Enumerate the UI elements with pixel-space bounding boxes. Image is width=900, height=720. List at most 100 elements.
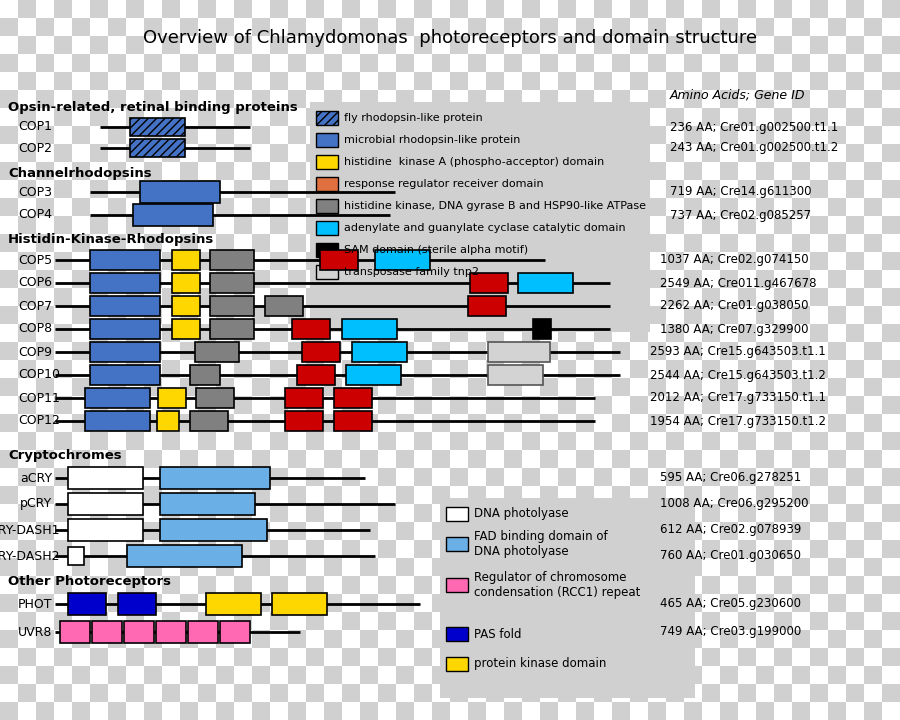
Bar (126, 540, 144, 558)
Bar (432, 504, 450, 522)
Bar (252, 216, 270, 234)
Bar (648, 198, 666, 216)
Bar (234, 630, 252, 648)
Bar (90, 126, 108, 144)
Bar (378, 432, 396, 450)
Bar (36, 18, 54, 36)
Bar (486, 288, 504, 306)
Bar (126, 270, 144, 288)
Bar (144, 144, 162, 162)
Bar (446, 507, 468, 521)
Bar (216, 324, 234, 342)
Bar (378, 360, 396, 378)
Bar (396, 360, 414, 378)
Bar (450, 108, 468, 126)
Bar (18, 612, 36, 630)
Bar (828, 630, 846, 648)
Bar (558, 702, 576, 720)
Bar (234, 126, 252, 144)
Bar (666, 360, 684, 378)
Bar (828, 684, 846, 702)
Text: PAS fold: PAS fold (474, 628, 521, 641)
Bar (720, 270, 738, 288)
Bar (540, 450, 558, 468)
Bar (810, 594, 828, 612)
Bar (414, 108, 432, 126)
Bar (594, 180, 612, 198)
Bar (432, 468, 450, 486)
Bar (684, 108, 702, 126)
Bar (720, 252, 738, 270)
Text: 2549 AA; Cre011.g467678: 2549 AA; Cre011.g467678 (660, 276, 816, 289)
Bar (630, 0, 648, 18)
Bar (126, 198, 144, 216)
Bar (90, 90, 108, 108)
Bar (504, 198, 522, 216)
Bar (612, 558, 630, 576)
Bar (306, 558, 324, 576)
Bar (180, 36, 198, 54)
Bar (432, 342, 450, 360)
Bar (90, 540, 108, 558)
Bar (864, 288, 882, 306)
Bar (864, 144, 882, 162)
Bar (288, 144, 306, 162)
Bar (18, 396, 36, 414)
Bar (306, 234, 324, 252)
Bar (72, 54, 90, 72)
Bar (90, 144, 108, 162)
Bar (54, 342, 72, 360)
Bar (108, 72, 126, 90)
Bar (558, 414, 576, 432)
Bar (60, 621, 90, 643)
Bar (72, 666, 90, 684)
Bar (144, 90, 162, 108)
Bar (828, 36, 846, 54)
Bar (666, 414, 684, 432)
Bar (846, 558, 864, 576)
Bar (882, 54, 900, 72)
Text: 2012 AA; Cre17.g733150.t1.1: 2012 AA; Cre17.g733150.t1.1 (650, 392, 826, 405)
Bar (360, 630, 378, 648)
Bar (486, 522, 504, 540)
Bar (162, 306, 180, 324)
Bar (828, 486, 846, 504)
Bar (594, 612, 612, 630)
Bar (414, 396, 432, 414)
Bar (828, 612, 846, 630)
Text: 236 AA; Cre01.g002500.t1.1: 236 AA; Cre01.g002500.t1.1 (670, 120, 838, 133)
Bar (414, 198, 432, 216)
Bar (468, 666, 486, 684)
Bar (558, 234, 576, 252)
Bar (342, 360, 360, 378)
Bar (108, 450, 126, 468)
Bar (882, 504, 900, 522)
Bar (720, 540, 738, 558)
Bar (756, 288, 774, 306)
Bar (288, 324, 306, 342)
Bar (666, 234, 684, 252)
Bar (522, 54, 540, 72)
Bar (180, 162, 198, 180)
Bar (630, 360, 648, 378)
Bar (180, 360, 198, 378)
Bar (180, 540, 198, 558)
Bar (756, 432, 774, 450)
Bar (234, 108, 252, 126)
Bar (792, 522, 810, 540)
Bar (720, 0, 738, 18)
Bar (486, 594, 504, 612)
Bar (90, 72, 108, 90)
Bar (342, 270, 360, 288)
Bar (846, 684, 864, 702)
Bar (270, 18, 288, 36)
Bar (342, 162, 360, 180)
Bar (648, 360, 666, 378)
Bar (486, 684, 504, 702)
Bar (486, 306, 504, 324)
Bar (720, 378, 738, 396)
Bar (334, 411, 372, 431)
Bar (172, 296, 200, 316)
Bar (504, 468, 522, 486)
Text: 1380 AA; Cre07.g329900: 1380 AA; Cre07.g329900 (660, 323, 808, 336)
